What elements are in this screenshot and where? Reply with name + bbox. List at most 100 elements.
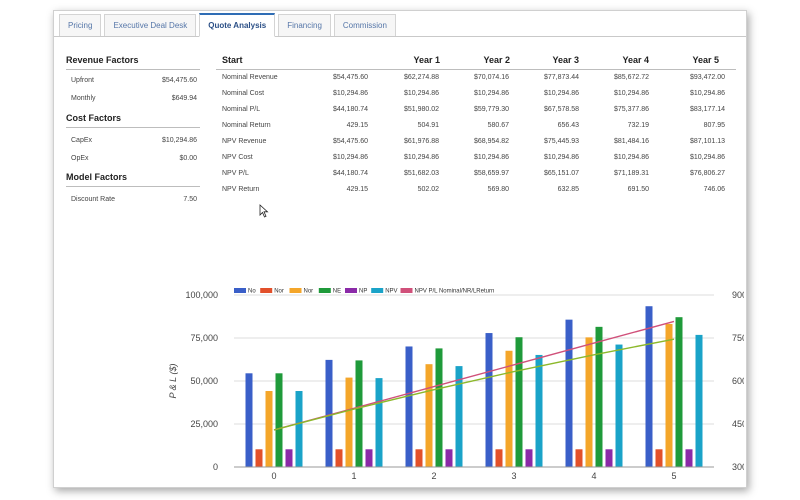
table-row: NPV P/L $44,180.74 $51,682.03 $58,659.97 $65… xyxy=(216,166,736,182)
bar xyxy=(275,373,283,467)
tab-financing[interactable]: Financing xyxy=(278,14,331,36)
table-cell: $71,189.31 xyxy=(613,170,649,177)
factor-row-opex: OpEx $0.00 xyxy=(71,151,197,167)
table-cell: $10,294.86 xyxy=(543,90,579,97)
legend-label: Nor xyxy=(304,289,314,295)
legend-swatch xyxy=(289,288,302,293)
row-label: NPV Cost xyxy=(222,154,253,161)
table-cell: 429.15 xyxy=(346,122,368,129)
table-cell: 691.50 xyxy=(627,186,649,193)
factor-row-capex: CapEx $10,294.86 xyxy=(71,133,197,149)
legend-label: NPV P/L Nominal/NR/LReturn xyxy=(415,289,495,295)
legend-label: NPV xyxy=(385,289,397,295)
factor-label: Monthly xyxy=(71,95,96,102)
table-cell: $59,779.30 xyxy=(473,106,509,113)
y-tick-label: 75,000 xyxy=(190,333,218,343)
y2-tick-label: 300 xyxy=(732,462,744,472)
factor-row-discount-rate: Discount Rate 7.50 xyxy=(71,192,197,208)
table-row: Nominal Revenue $54,475.60 $62,274.88 $70,0… xyxy=(216,70,736,86)
bar xyxy=(535,354,543,467)
table-cell: 632.85 xyxy=(557,186,579,193)
bar xyxy=(255,449,263,467)
table-row: NPV Return 429.15 502.02 569.80 632.85 691.50… xyxy=(216,182,736,198)
factor-row-upfront: Upfront $54,475.60 xyxy=(71,73,197,89)
factor-label: Upfront xyxy=(71,77,94,84)
table-cell: $10,294.86 xyxy=(332,154,368,161)
bar xyxy=(325,359,333,467)
table-cell: $76,806.27 xyxy=(689,170,725,177)
table-cell: $10,294.86 xyxy=(689,154,725,161)
table-body: Nominal Revenue $54,475.60 $62,274.88 $70,0… xyxy=(216,70,736,198)
table-cell: $44,180.74 xyxy=(332,106,368,113)
pl-return-chart: 025,00050,00075,000100,00030045060075090… xyxy=(168,288,744,481)
quote-analysis-window: Pricing Executive Deal Desk Quote Analys… xyxy=(53,10,747,488)
bar xyxy=(335,449,343,467)
bar xyxy=(245,373,253,467)
table-cell: $81,484.16 xyxy=(613,138,649,145)
table-cell: $93,472.00 xyxy=(689,74,725,81)
model-factors-title: Model Factors xyxy=(66,172,128,182)
x-tick-label: 0 xyxy=(271,471,276,481)
factor-label: OpEx xyxy=(71,155,89,162)
y2-tick-label: 750 xyxy=(732,333,744,343)
bar xyxy=(375,378,383,467)
bar xyxy=(455,366,463,467)
row-label: NPV Return xyxy=(222,186,260,193)
table-cell: $68,954.82 xyxy=(473,138,509,145)
return-line xyxy=(273,338,675,431)
bar xyxy=(295,391,303,467)
table-row: NPV Cost $10,294.86 $10,294.86 $10,294.86 $1… xyxy=(216,150,736,166)
bar xyxy=(435,348,443,467)
bar xyxy=(355,360,363,467)
table-cell: $10,294.86 xyxy=(543,154,579,161)
tab-quote-analysis[interactable]: Quote Analysis xyxy=(199,13,276,37)
bar xyxy=(615,344,623,467)
factor-value: $10,294.86 xyxy=(161,137,197,144)
row-label: Nominal P/L xyxy=(222,106,261,113)
bar xyxy=(605,449,613,467)
bar xyxy=(665,323,673,467)
row-label: Nominal Revenue xyxy=(222,74,278,81)
table-cell: $70,074.16 xyxy=(473,74,509,81)
legend-swatch xyxy=(371,288,384,293)
table-cell: $10,294.86 xyxy=(473,154,509,161)
tab-pricing[interactable]: Pricing xyxy=(59,14,102,36)
table-row: NPV Revenue $54,475.60 $61,976.88 $68,954.8… xyxy=(216,134,736,150)
bar xyxy=(685,449,693,467)
table-cell: 569.80 xyxy=(487,186,509,193)
legend-label: NE xyxy=(333,289,341,295)
legend-swatch xyxy=(260,288,273,293)
table-cell: $87,101.13 xyxy=(689,138,725,145)
legend-label: No xyxy=(248,289,256,295)
tab-commission[interactable]: Commission xyxy=(333,14,396,36)
table-header: Start Year 1 Year 2 Year 3 Year 4 Year 5 xyxy=(216,52,736,70)
tab-executive-deal-desk[interactable]: Executive Deal Desk xyxy=(104,14,197,36)
row-label: NPV P/L xyxy=(222,170,249,177)
legend-swatch xyxy=(234,288,246,293)
bar xyxy=(695,334,703,467)
table-cell: 504.91 xyxy=(417,122,439,129)
y2-tick-label: 450 xyxy=(732,419,744,429)
bar xyxy=(445,449,453,467)
row-label: Nominal Cost xyxy=(222,90,265,97)
tab-bar: Pricing Executive Deal Desk Quote Analys… xyxy=(54,11,746,37)
mouse-pointer-icon xyxy=(259,204,269,218)
x-tick-label: 5 xyxy=(671,471,676,481)
y2-tick-label: 600 xyxy=(732,376,744,386)
table-cell: $44,180.74 xyxy=(332,170,368,177)
cost-factors-title: Cost Factors xyxy=(66,113,122,123)
bar xyxy=(495,449,503,467)
bar xyxy=(675,317,683,467)
column-header: Year 3 xyxy=(552,55,579,65)
table-cell: $10,294.86 xyxy=(403,90,439,97)
section-divider xyxy=(66,186,200,187)
legend-label: NP xyxy=(359,289,367,295)
section-divider xyxy=(66,69,200,70)
table-cell: $75,445.93 xyxy=(543,138,579,145)
table-cell: $10,294.86 xyxy=(613,154,649,161)
table-row: Nominal Return 429.15 504.91 580.67 656.43 73… xyxy=(216,118,736,134)
row-label: NPV Revenue xyxy=(222,138,267,145)
table-cell: $85,672.72 xyxy=(613,74,649,81)
bar xyxy=(585,337,593,467)
column-header: Year 2 xyxy=(483,55,510,65)
